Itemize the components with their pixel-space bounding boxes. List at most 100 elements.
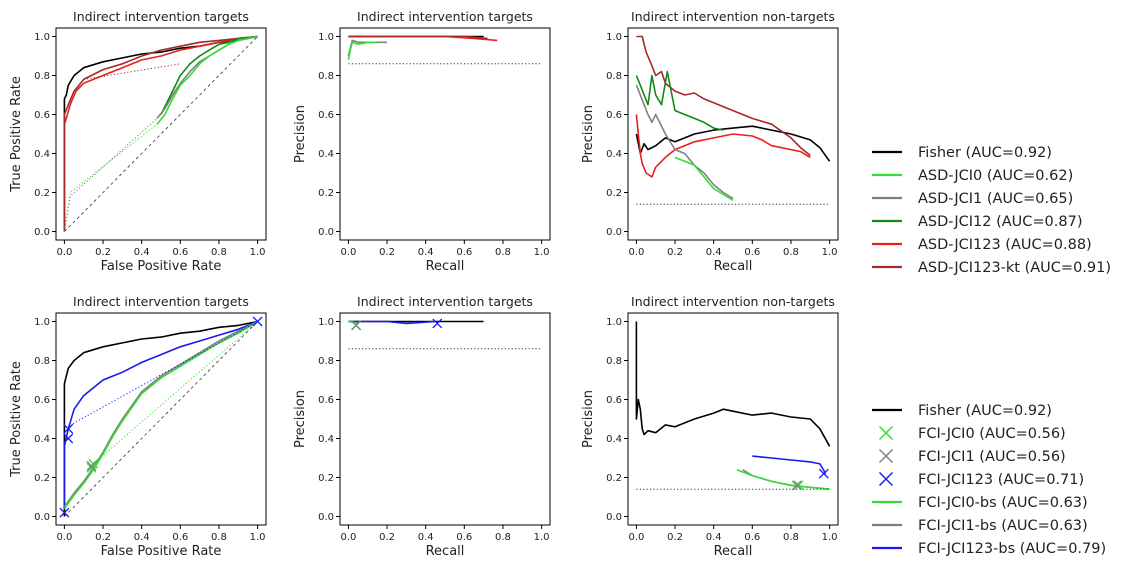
y-axis-label: Precision	[293, 390, 308, 448]
y-tick-label: 1.0	[606, 317, 622, 328]
x-tick-label: 0.6	[456, 532, 472, 543]
series-line	[63, 320, 258, 508]
plot-frame	[339, 27, 551, 241]
series-line	[742, 469, 830, 490]
series-marker	[63, 433, 74, 444]
chart-panel-4: 0.0 0.2 0.4 0.6 0.8 1.0 0.0 0.2 0.4 0.6 0.8 1.0 Indi…	[9, 294, 267, 559]
series-line	[635, 84, 734, 200]
legend-label: Fisher (AUC=0.92)	[918, 403, 1052, 419]
chart-panel-5: 0.0 0.2 0.4 0.6 0.8 1.0 0.0 0.2 0.4 0.6 0.8 1.0 Indi…	[293, 294, 551, 559]
series-line	[160, 35, 258, 115]
y-tick-label: 0.2	[606, 473, 622, 484]
x-tick-label: 1.0	[250, 247, 266, 258]
x-tick-label: 0.4	[418, 532, 434, 543]
x-tick-label: 0.0	[56, 532, 72, 543]
legend-label: FCI-JCI1-bs (AUC=0.63)	[918, 518, 1088, 534]
x-axis-label: Recall	[426, 259, 465, 274]
x-tick-label: 0.2	[95, 247, 111, 258]
x-tick-label: 0.0	[56, 247, 72, 258]
series-line	[636, 35, 811, 157]
x-tick-label: 0.2	[379, 532, 395, 543]
x-axis-label: Recall	[426, 544, 465, 559]
y-tick-label: 1.0	[318, 32, 334, 43]
legend-label: FCI-JCI0-bs (AUC=0.63)	[918, 495, 1088, 511]
y-tick-label: 0.8	[606, 356, 622, 367]
chart-title: Indirect intervention targets	[357, 294, 533, 309]
legend-entry: ASD-JCI123-kt (AUC=0.91)	[872, 260, 1111, 276]
x-tick-label: 0.4	[706, 532, 722, 543]
y-tick-label: 0.0	[318, 512, 334, 523]
reference-dotted-line	[63, 118, 158, 232]
y-tick-label: 0.8	[318, 356, 334, 367]
y-tick-label: 0.2	[318, 473, 334, 484]
plot-frame	[339, 312, 551, 526]
series-marker	[432, 318, 443, 329]
series-line	[63, 35, 258, 232]
legend-label: FCI-JCI0 (AUC=0.56)	[918, 426, 1066, 442]
legend-entry: ASD-JCI123 (AUC=0.88)	[872, 237, 1092, 253]
legend-label: ASD-JCI123 (AUC=0.88)	[918, 237, 1092, 253]
diagonal-reference-line	[64, 321, 258, 517]
legend-entry: FCI-JCI0-bs (AUC=0.63)	[872, 495, 1088, 511]
x-tick-label: 0.2	[667, 532, 683, 543]
x-tick-label: 0.2	[95, 532, 111, 543]
y-axis-label: True Positive Rate	[9, 76, 24, 193]
y-tick-label: 0.4	[34, 149, 50, 160]
legend-label: Fisher (AUC=0.92)	[918, 145, 1052, 161]
x-tick-label: 0.6	[172, 532, 188, 543]
legend-entry: Fisher (AUC=0.92)	[872, 403, 1052, 419]
x-axis-label: False Positive Rate	[101, 544, 222, 559]
x-tick-label: 0.8	[783, 532, 799, 543]
x-tick-label: 0.8	[783, 247, 799, 258]
x-axis-label: Recall	[714, 259, 753, 274]
legend-entry: Fisher (AUC=0.92)	[872, 145, 1052, 161]
x-tick-label: 1.0	[534, 532, 550, 543]
x-tick-label: 0.0	[340, 247, 356, 258]
y-tick-label: 0.0	[34, 227, 50, 238]
y-tick-label: 0.6	[34, 395, 50, 406]
chart-title: Indirect intervention targets	[357, 9, 533, 24]
y-axis-label: True Positive Rate	[9, 361, 24, 478]
series-line	[348, 320, 436, 325]
y-tick-label: 0.2	[34, 473, 50, 484]
x-tick-label: 0.8	[495, 247, 511, 258]
y-tick-label: 0.6	[606, 395, 622, 406]
plot-frame	[55, 312, 267, 526]
plot-frame	[627, 312, 839, 526]
series-line	[635, 70, 724, 131]
y-tick-label: 0.4	[318, 149, 334, 160]
y-tick-label: 0.8	[34, 356, 50, 367]
legend-entry: ASD-JCI1 (AUC=0.65)	[872, 191, 1073, 207]
legend-entry: FCI-JCI0 (AUC=0.56)	[878, 425, 1066, 442]
y-tick-label: 0.0	[606, 512, 622, 523]
plot-frame	[627, 27, 839, 241]
reference-dotted-line	[93, 321, 258, 465]
series-marker	[86, 460, 97, 471]
y-tick-label: 0.6	[34, 110, 50, 121]
chart-title: Indirect intervention targets	[73, 9, 249, 24]
series-line	[347, 41, 378, 61]
chart-panel-3: 0.0 0.2 0.4 0.6 0.8 1.0 0.0 0.2 0.4 0.6 0.8 1.0 Indi…	[581, 9, 839, 274]
legend-entry: FCI-JCI1 (AUC=0.56)	[878, 448, 1066, 465]
series-marker	[791, 480, 802, 491]
x-tick-label: 0.2	[379, 247, 395, 258]
diagonal-reference-line	[64, 36, 258, 232]
chart-title: Indirect intervention non-targets	[631, 9, 835, 24]
x-tick-label: 0.8	[211, 247, 227, 258]
x-axis-label: Recall	[714, 544, 753, 559]
series-line	[752, 455, 827, 475]
y-tick-label: 0.4	[318, 434, 334, 445]
legend-entry: FCI-JCI123 (AUC=0.71)	[878, 471, 1084, 488]
legend-label: ASD-JCI123-kt (AUC=0.91)	[918, 260, 1111, 276]
x-tick-label: 0.4	[134, 247, 150, 258]
series-line	[635, 114, 811, 178]
legend-entry: ASD-JCI0 (AUC=0.62)	[872, 168, 1073, 184]
series-line	[674, 156, 734, 201]
series-marker	[59, 507, 70, 518]
legend-1: Fisher (AUC=0.92) ASD-JCI0 (AUC=0.62) ASD-…	[872, 145, 1111, 276]
series-line	[156, 35, 258, 125]
y-axis-label: Precision	[293, 105, 308, 163]
x-tick-label: 0.4	[134, 532, 150, 543]
legend-entry: ASD-JCI12 (AUC=0.87)	[872, 214, 1082, 230]
